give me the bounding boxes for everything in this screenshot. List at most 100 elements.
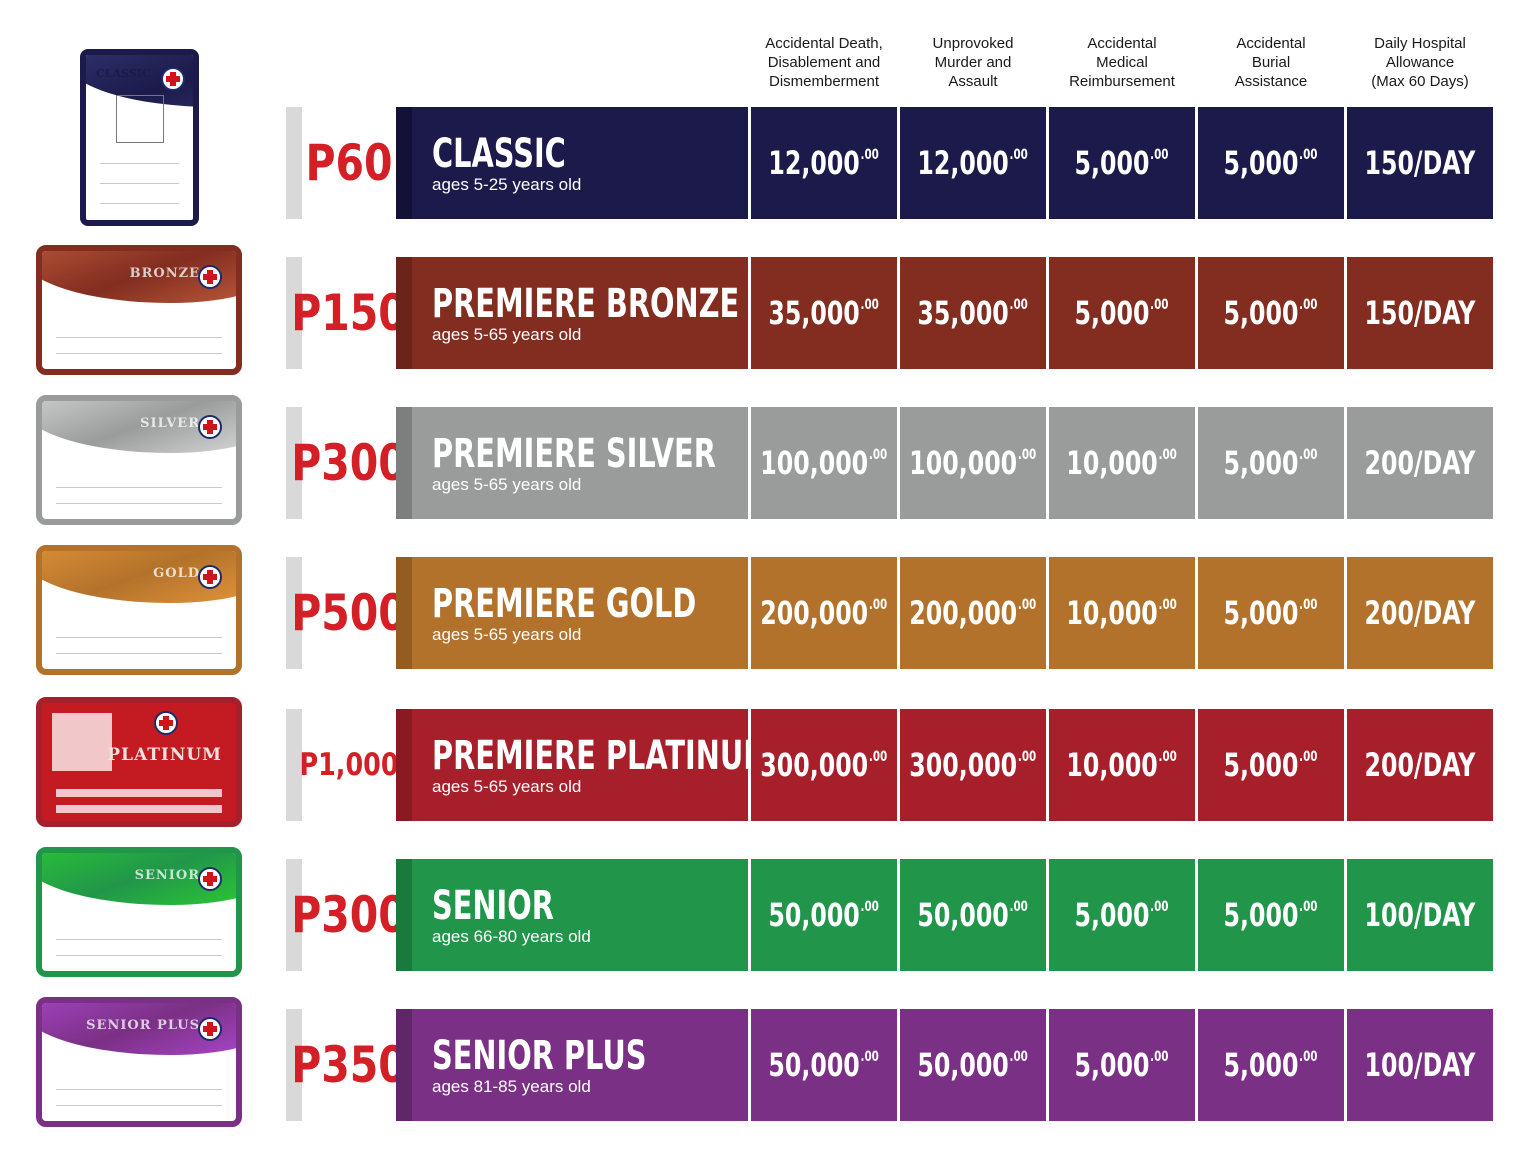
benefit-cents: .00 — [869, 447, 888, 463]
card-form-line — [56, 337, 222, 338]
membership-card-classic: CLASSIC — [80, 49, 199, 226]
plan-age-range: ages 5-25 years old — [432, 175, 582, 194]
plan-name: PREMIERE PLATINUM — [432, 733, 772, 779]
plan-label: PREMIERE PLATINUM ages 5-65 years old — [396, 709, 772, 821]
benefit-amount: 12,000.00 — [768, 144, 880, 182]
row-accent-bar — [286, 1009, 302, 1121]
benefit-accidental-death: 50,000.00 — [751, 1009, 897, 1121]
benefit-unprovoked-murder: 35,000.00 — [900, 257, 1046, 369]
card-brand-text: SENIOR PLUS — [86, 1018, 200, 1033]
benefit-amount: 35,000.00 — [917, 294, 1029, 332]
plan-label: PREMIERE SILVER ages 5-65 years old — [396, 407, 748, 519]
plan-age-range: ages 66-80 years old — [432, 927, 591, 946]
benefit-amount: 5,000.00 — [1223, 1046, 1319, 1084]
benefit-hospital-allowance: 100/DAY — [1347, 1009, 1493, 1121]
column-header-accidental-death: Accidental Death, Disablement and Dismembe… — [765, 35, 883, 90]
card-photo-box — [52, 713, 112, 771]
card-form-line — [56, 353, 222, 354]
column-header-hospital-allowance: Daily Hospital Allowance (Max 60 Days) — [1371, 35, 1469, 90]
benefit-medical-reimbursement: 10,000.00 — [1049, 557, 1195, 669]
plan-name: CLASSIC — [432, 131, 566, 177]
benefit-hospital-allowance: 150/DAY — [1347, 257, 1493, 369]
plan-age-range: ages 5-65 years old — [432, 777, 582, 796]
benefit-cents: .00 — [1158, 597, 1178, 613]
benefit-cents: .00 — [1009, 297, 1029, 313]
card-form-line — [56, 955, 222, 956]
benefit-burial-assistance: 5,000.00 — [1198, 257, 1344, 369]
card-brand-text: CLASSIC — [96, 67, 151, 80]
row-accent-bar — [286, 257, 302, 369]
plan-label: SENIOR PLUS ages 81-85 years old — [396, 1009, 748, 1121]
benefit-unprovoked-murder: 300,000.00 — [900, 709, 1046, 821]
benefit-amount: 200/DAY — [1364, 444, 1476, 482]
benefit-burial-assistance: 5,000.00 — [1198, 557, 1344, 669]
benefit-amount: 5,000.00 — [1074, 144, 1170, 182]
benefit-hospital-allowance: 200/DAY — [1347, 709, 1493, 821]
membership-card-premiere-platinum: PLATINUM — [36, 697, 242, 827]
membership-card-premiere-bronze: BRONZE — [36, 245, 242, 375]
card-form-line — [56, 939, 222, 940]
benefit-cents: .00 — [1018, 749, 1037, 765]
benefit-burial-assistance: 5,000.00 — [1198, 407, 1344, 519]
card-form-line — [56, 789, 222, 797]
benefit-amount: 50,000.00 — [768, 896, 880, 934]
plan-name: SENIOR — [432, 883, 554, 929]
card-form-line — [100, 163, 179, 164]
benefit-unprovoked-murder: 200,000.00 — [900, 557, 1046, 669]
column-header-burial-assistance: Accidental Burial Assistance — [1234, 35, 1308, 90]
benefit-amount: 5,000.00 — [1223, 896, 1319, 934]
card-form-line — [56, 805, 222, 813]
plan-price: P350 — [291, 1036, 407, 1094]
benefit-medical-reimbursement: 5,000.00 — [1049, 257, 1195, 369]
benefit-amount: 10,000.00 — [1066, 746, 1178, 784]
card-brand-text: GOLD — [153, 566, 200, 581]
plan-price: P500 — [291, 584, 407, 642]
card-form-line — [56, 1105, 222, 1106]
benefit-amount: 50,000.00 — [917, 1046, 1029, 1084]
benefit-cents: .00 — [1299, 749, 1319, 765]
row-accent-bar — [286, 557, 302, 669]
benefit-amount: 12,000.00 — [917, 144, 1029, 182]
benefit-cents: .00 — [860, 899, 880, 915]
column-header-medical-reimbursement: Accidental Medical Reimbursement — [1069, 35, 1175, 90]
red-cross-logo-icon — [198, 867, 222, 891]
card-brand-text: SENIOR — [134, 868, 200, 883]
card-brand-text: PLATINUM — [107, 745, 222, 765]
benefit-amount: 100,000.00 — [909, 444, 1037, 482]
plan-row-senior: SENIOR P300 SENIOR ages 66-80 years old 50,0… — [0, 847, 1536, 977]
card-brand-text: SILVER — [140, 416, 200, 431]
benefit-medical-reimbursement: 10,000.00 — [1049, 407, 1195, 519]
row-accent-bar — [286, 859, 302, 971]
benefit-burial-assistance: 5,000.00 — [1198, 859, 1344, 971]
benefit-hospital-allowance: 150/DAY — [1347, 107, 1493, 219]
card-form-line — [56, 1089, 222, 1090]
benefit-cents: .00 — [860, 147, 880, 163]
benefit-medical-reimbursement: 10,000.00 — [1049, 709, 1195, 821]
benefit-amount: 5,000.00 — [1223, 594, 1319, 632]
card-form-line — [56, 653, 222, 654]
membership-card-senior: SENIOR — [36, 847, 242, 977]
benefit-amount: 5,000.00 — [1223, 444, 1319, 482]
benefit-cents: .00 — [869, 749, 888, 765]
benefit-amount: 200,000.00 — [909, 594, 1037, 632]
benefit-cents: .00 — [860, 1049, 880, 1065]
benefit-cents: .00 — [1150, 297, 1170, 313]
benefit-accidental-death: 12,000.00 — [751, 107, 897, 219]
benefit-amount: 300,000.00 — [909, 746, 1037, 784]
benefit-cents: .00 — [1009, 147, 1029, 163]
benefit-amount: 200,000.00 — [760, 594, 888, 632]
benefit-unprovoked-murder: 50,000.00 — [900, 1009, 1046, 1121]
benefit-amount: 150/DAY — [1364, 294, 1476, 332]
plan-name: SENIOR PLUS — [432, 1033, 647, 1079]
benefit-amount: 5,000.00 — [1223, 294, 1319, 332]
card-form-line — [56, 503, 222, 504]
plan-row-classic: CLASSIC P60 CLASSIC ages 5-25 years old 12,0… — [0, 49, 1536, 226]
membership-card-senior-plus: SENIOR PLUS — [36, 997, 242, 1127]
benefit-cents: .00 — [1158, 447, 1178, 463]
card-brand-text: BRONZE — [129, 266, 200, 281]
red-cross-logo-icon — [198, 415, 222, 439]
red-cross-logo-icon — [198, 565, 222, 589]
plan-price: P300 — [291, 886, 407, 944]
plan-price: P60 — [305, 134, 393, 192]
benefit-cents: .00 — [869, 597, 888, 613]
